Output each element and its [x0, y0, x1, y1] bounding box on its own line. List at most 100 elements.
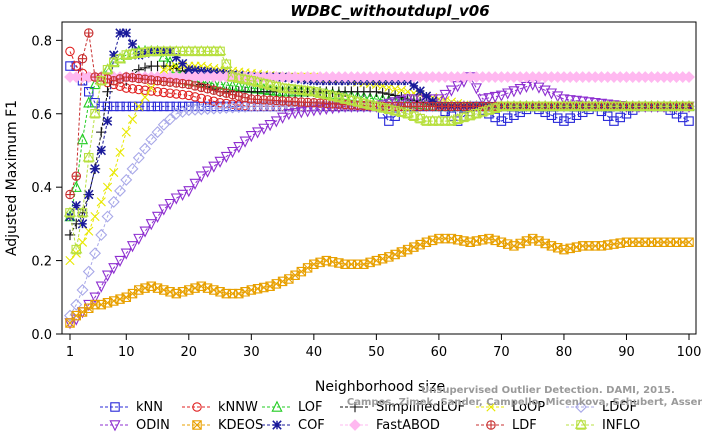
data-point: [221, 88, 232, 98]
legend-item-inflo: INFLO: [566, 418, 640, 433]
data-point: [120, 248, 132, 260]
data-point: [234, 288, 244, 299]
x-tick-label: 100: [677, 345, 702, 360]
data-point: [445, 85, 457, 97]
data-point: [214, 102, 227, 115]
x-tick-label: 30: [243, 345, 260, 360]
y-axis-label: Adjusted Maximum F1: [4, 100, 20, 256]
data-point: [151, 126, 164, 139]
data-point: [127, 114, 138, 124]
data-point: [171, 78, 182, 88]
data-point: [140, 283, 150, 293]
data-point: [171, 89, 182, 99]
legend-swatch-marker: [349, 401, 361, 413]
data-point: [302, 263, 313, 273]
data-point: [683, 71, 695, 83]
data-point: [146, 101, 157, 112]
data-point: [96, 197, 106, 207]
data-point: [177, 89, 188, 100]
data-point: [220, 57, 233, 69]
data-point: [502, 113, 513, 123]
series-lof: [64, 44, 695, 222]
legend-swatch-marker: [192, 402, 202, 412]
data-point: [402, 94, 414, 106]
data-point: [177, 78, 188, 89]
data-point: [183, 186, 195, 198]
data-point: [558, 94, 570, 106]
data-point: [264, 120, 276, 132]
x-tick-label: 1: [66, 345, 74, 360]
data-point: [184, 64, 194, 75]
data-point: [102, 116, 113, 126]
y-tick-label: 0.4: [31, 181, 52, 196]
data-point: [84, 28, 94, 38]
legend-swatch-marker: [574, 418, 588, 430]
data-point: [258, 123, 270, 135]
data-point: [502, 239, 513, 249]
data-point: [127, 101, 138, 112]
data-point: [421, 91, 432, 101]
data-point: [190, 65, 200, 76]
data-point: [409, 242, 419, 252]
data-point: [171, 52, 182, 63]
data-point: [390, 84, 400, 94]
data-point: [109, 50, 119, 60]
legend-label: COF: [298, 418, 325, 433]
data-point: [96, 101, 107, 112]
legend-swatch-marker: [575, 401, 587, 413]
data-point: [96, 145, 106, 156]
data-point: [240, 287, 250, 297]
legend-label: kNN: [136, 400, 163, 415]
legend-swatch-marker: [109, 420, 121, 432]
data-point: [146, 83, 156, 93]
data-point: [165, 287, 175, 297]
data-point: [152, 75, 163, 86]
data-point: [402, 244, 413, 255]
data-point: [215, 101, 225, 112]
data-point: [315, 257, 325, 268]
data-point: [152, 101, 163, 112]
series-layer: [63, 28, 696, 330]
data-point: [226, 146, 239, 159]
x-tick-label: 50: [368, 345, 385, 360]
data-point: [239, 100, 252, 113]
legend-label: ODIN: [136, 418, 170, 433]
y-tick-label: 0.8: [31, 34, 52, 49]
data-point: [127, 39, 138, 49]
data-point: [415, 239, 425, 250]
data-point: [165, 77, 175, 87]
data-point: [126, 162, 139, 175]
data-point: [121, 28, 132, 38]
legend-label: LDF: [512, 418, 537, 433]
data-point: [77, 307, 88, 317]
legend-label: LDOF: [602, 400, 637, 415]
legend-item-loop: LoOP: [476, 400, 545, 415]
data-point: [70, 243, 83, 255]
series-line-loop: [69, 65, 689, 261]
data-point: [109, 296, 119, 306]
legend-swatch-marker: [486, 402, 496, 412]
data-point: [115, 147, 125, 157]
data-point: [165, 101, 175, 112]
legend-label: SimplifiedLOF: [376, 400, 465, 415]
data-point: [159, 76, 169, 87]
data-point: [76, 283, 89, 296]
data-point: [140, 92, 150, 102]
data-point: [684, 237, 694, 247]
data-point: [109, 101, 119, 112]
data-point: [509, 241, 519, 251]
data-point: [240, 92, 250, 103]
data-point: [152, 86, 163, 97]
data-point: [489, 91, 501, 104]
data-point: [90, 211, 100, 222]
data-point: [127, 84, 138, 94]
data-point: [95, 228, 108, 241]
data-point: [251, 127, 264, 139]
legend-swatch-marker: [486, 420, 496, 430]
data-point: [271, 279, 282, 289]
data-point: [159, 101, 169, 112]
data-point: [421, 237, 432, 247]
x-tick-label: 40: [306, 345, 323, 360]
data-point: [682, 100, 696, 112]
data-point: [164, 198, 176, 211]
